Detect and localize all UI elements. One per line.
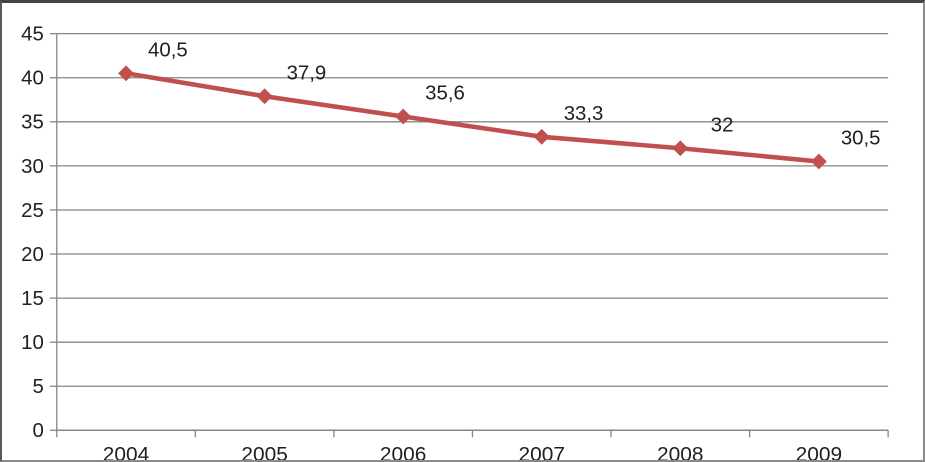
data-point-label: 33,3 (564, 103, 604, 125)
x-tick-label: 2008 (657, 443, 703, 460)
x-tick-label: 2007 (518, 443, 564, 460)
data-point-marker (672, 140, 689, 157)
x-tick-label: 2006 (380, 443, 426, 460)
data-point-label: 40,5 (148, 40, 188, 62)
y-tick-label: 45 (21, 24, 44, 46)
y-tick-label: 20 (21, 244, 44, 266)
y-tick-label: 40 (21, 68, 44, 90)
y-tick-label: 30 (21, 156, 44, 178)
y-tick-label: 5 (32, 376, 43, 398)
line-chart: 0 5 10 15 20 25 30 35 40 45 2004 2005 2006 2007 2008 20… (21, 24, 889, 460)
x-tick-label: 2004 (103, 443, 149, 460)
y-tick-label: 0 (32, 420, 43, 442)
y-tick-label: 25 (21, 200, 44, 222)
x-tick-label: 2009 (796, 443, 842, 460)
y-tick-label: 35 (21, 112, 44, 134)
data-point-marker (533, 128, 550, 145)
data-point-label: 35,6 (425, 83, 465, 105)
data-point-marker (256, 88, 273, 105)
data-point-marker (395, 108, 412, 125)
data-point-label: 37,9 (287, 62, 327, 84)
data-point-label: 32 (711, 114, 734, 136)
data-point-label: 30,5 (841, 128, 881, 150)
series-line (125, 71, 820, 164)
y-tick-label: 10 (21, 332, 44, 354)
data-point-marker (810, 153, 827, 170)
data-point-marker (118, 65, 135, 82)
y-tick-label: 15 (21, 288, 44, 310)
x-tick-label: 2005 (241, 443, 287, 460)
